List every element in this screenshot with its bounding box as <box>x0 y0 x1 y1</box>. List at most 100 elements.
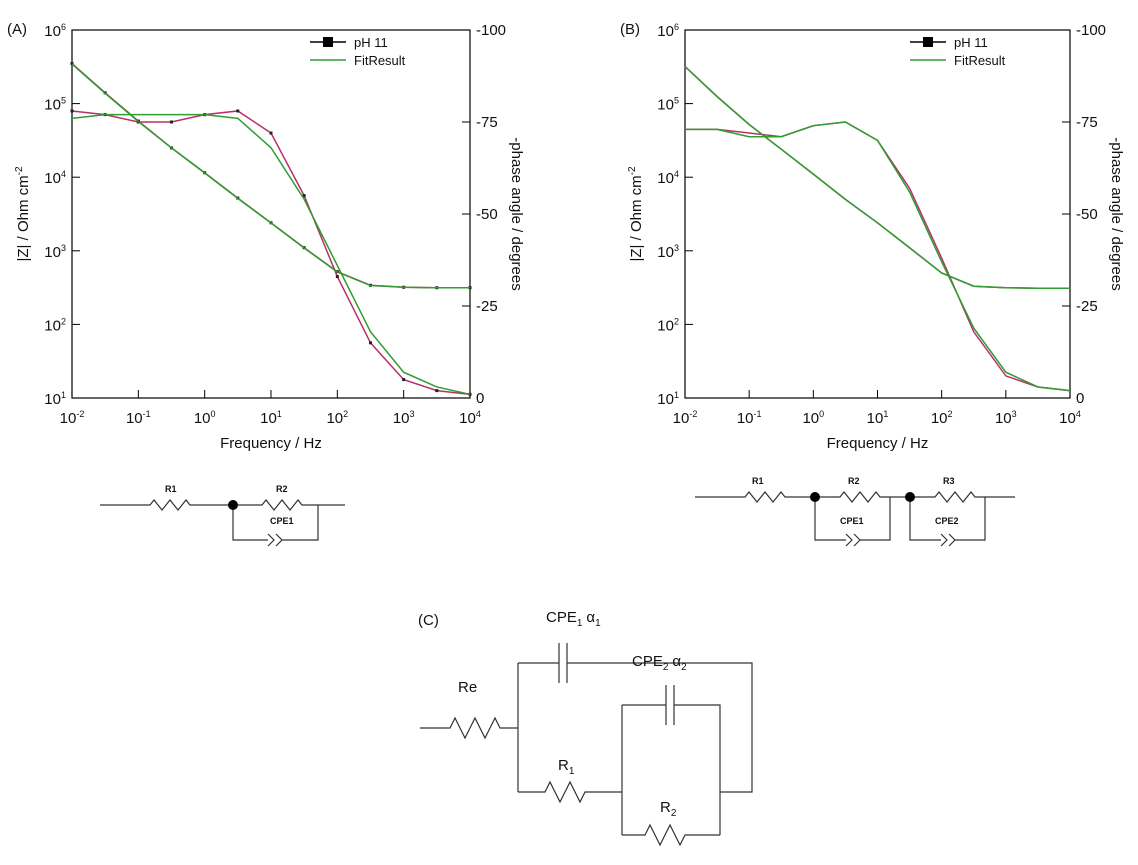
legend-label: FitResult <box>354 53 406 68</box>
x-tick-label: 103 <box>995 409 1017 427</box>
r1-label: R1 <box>165 484 177 494</box>
wire <box>695 491 1015 547</box>
y-tick-label: 104 <box>44 169 66 187</box>
x-tick-label: 100 <box>802 409 824 427</box>
tick-base: 10 <box>44 23 61 40</box>
x-tick-label: 10-2 <box>673 409 698 427</box>
tick-base: 10 <box>737 410 754 427</box>
x-axis-title: Frequency / Hz <box>827 435 929 452</box>
y-tick-label: 106 <box>657 22 679 40</box>
r3-label: R3 <box>943 476 955 486</box>
tick-exponent: 5 <box>61 96 66 106</box>
tick-exponent: 1 <box>883 409 888 419</box>
tick-exponent: 2 <box>948 409 953 419</box>
data-point <box>302 194 306 198</box>
panel-label: (C) <box>418 612 439 629</box>
tick-base: 10 <box>126 410 143 427</box>
cpe2-label: CPE2 α2 <box>632 653 687 673</box>
series-line <box>71 113 471 396</box>
tick-base: 10 <box>802 410 819 427</box>
tick-base: 10 <box>60 410 77 427</box>
tick-exponent: 2 <box>343 409 348 419</box>
tick-exponent: 2 <box>61 316 66 326</box>
node <box>228 500 238 510</box>
r1-label: R1 <box>752 476 764 486</box>
tick-base: 10 <box>995 410 1012 427</box>
legend-marker <box>323 37 333 47</box>
y-tick-label: 106 <box>44 22 66 40</box>
tick-exponent: -1 <box>754 409 762 419</box>
data-point <box>236 109 240 113</box>
y2-tick-label: 0 <box>476 390 484 407</box>
r1-label: R1 <box>558 757 575 777</box>
panel-label: (A) <box>7 21 27 38</box>
tick-exponent: 0 <box>211 409 216 419</box>
tick-exponent: -2 <box>76 409 84 419</box>
tick-base: 10 <box>657 244 674 261</box>
tick-exponent: 2 <box>674 316 679 326</box>
tick-base: 10 <box>657 317 674 334</box>
circuit-c: (C) Re CPE1 α1 CPE2 α2 R1 R2 <box>418 609 753 847</box>
y2-tick-label: -50 <box>1076 206 1098 223</box>
y-tick-label: 101 <box>44 390 66 408</box>
x-tick-label: 10-2 <box>60 409 85 427</box>
cpe2-label: CPE2 <box>935 516 959 526</box>
tick-base: 10 <box>393 410 410 427</box>
tick-base: 10 <box>657 170 674 187</box>
cpe1-label: CPE1 α1 <box>546 609 601 629</box>
tick-exponent: 3 <box>410 409 415 419</box>
data-point <box>368 341 372 345</box>
y2-tick-label: -75 <box>1076 114 1098 131</box>
data-point <box>435 389 439 393</box>
tick-base: 10 <box>867 410 884 427</box>
y2-axis-title: -phase angle / degrees <box>508 137 525 290</box>
y-axis-title: |Z| / Ohm cm-2 <box>14 166 32 261</box>
y-tick-label: 105 <box>44 96 66 114</box>
tick-base: 10 <box>260 410 277 427</box>
y-tick-label: 101 <box>657 390 679 408</box>
x-tick-label: 104 <box>1059 409 1081 427</box>
y2-tick-label: 0 <box>1076 390 1084 407</box>
tick-exponent: -1 <box>143 409 151 419</box>
x-tick-label: 100 <box>194 409 216 427</box>
y-tick-label: 102 <box>44 316 66 334</box>
y2-tick-label: -25 <box>476 298 498 315</box>
tick-base: 10 <box>657 391 674 408</box>
tick-exponent: 4 <box>1076 409 1081 419</box>
legend-marker <box>923 37 933 47</box>
x-axis-title: Frequency / Hz <box>220 435 322 452</box>
y2-axis-title: -phase angle / degrees <box>1108 137 1125 290</box>
y2-tick-label: -25 <box>1076 298 1098 315</box>
y-title-text: |Z| / Ohm cm <box>628 175 645 261</box>
tick-exponent: 3 <box>674 243 679 253</box>
tick-exponent: 4 <box>476 409 481 419</box>
y-tick-label: 103 <box>657 243 679 261</box>
tick-exponent: 5 <box>674 96 679 106</box>
x-tick-label: 102 <box>326 409 348 427</box>
tick-base: 10 <box>44 244 61 261</box>
data-point <box>269 131 273 135</box>
series-line <box>685 121 1071 392</box>
y-tick-label: 105 <box>657 96 679 114</box>
series-line <box>71 62 470 289</box>
tick-exponent: -2 <box>689 409 697 419</box>
series-line <box>71 110 471 396</box>
tick-base: 10 <box>326 410 343 427</box>
y-tick-label: 103 <box>44 243 66 261</box>
data-point <box>335 275 339 279</box>
tick-exponent: 1 <box>277 409 282 419</box>
r2-label: R2 <box>660 799 677 819</box>
node <box>905 492 915 502</box>
legend-label: FitResult <box>954 53 1006 68</box>
x-tick-label: 104 <box>459 409 481 427</box>
tick-exponent: 3 <box>61 243 66 253</box>
y-title-sup: -2 <box>14 166 25 175</box>
series-line <box>684 65 1070 289</box>
plot-frame <box>684 29 1071 399</box>
series-line <box>684 66 1070 289</box>
y-tick-label: 102 <box>657 316 679 334</box>
x-tick-label: 101 <box>867 409 889 427</box>
data-point <box>169 120 173 124</box>
tick-base: 10 <box>657 23 674 40</box>
